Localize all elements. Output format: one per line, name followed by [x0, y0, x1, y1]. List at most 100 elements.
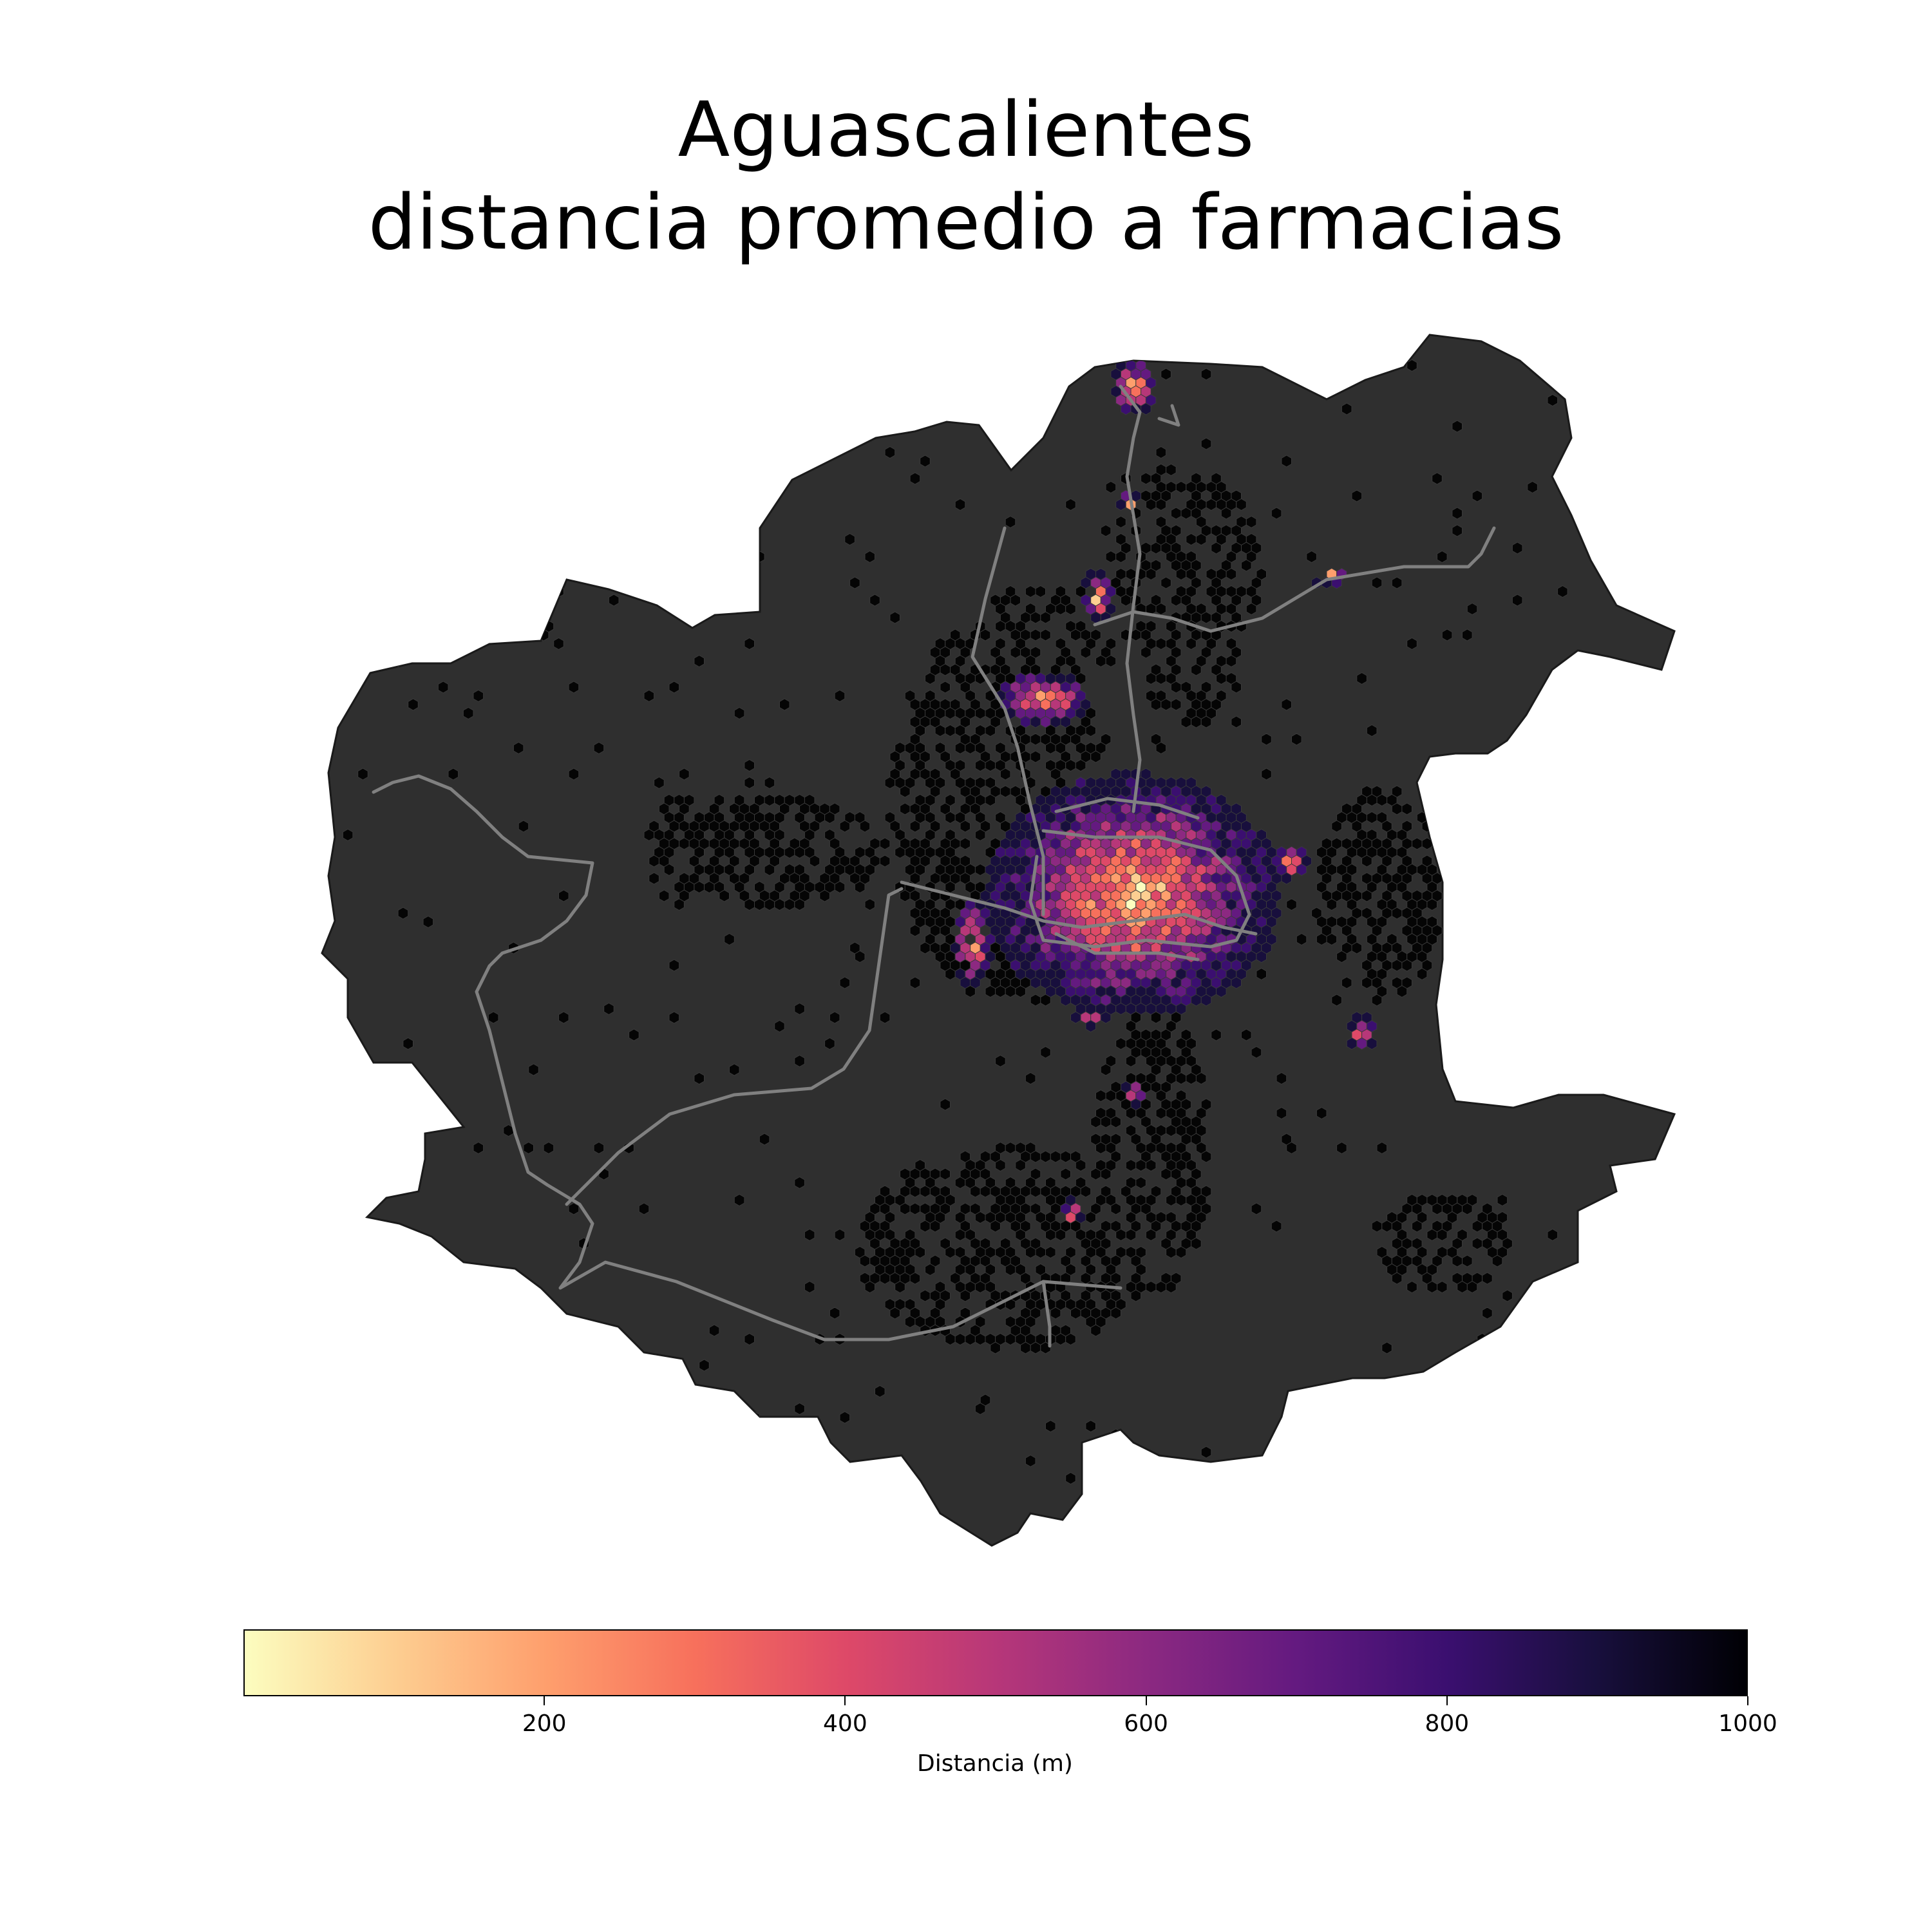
hex-cell — [1511, 594, 1523, 607]
hex-cell — [1095, 1141, 1106, 1155]
hex-cell — [1175, 480, 1187, 494]
road-line — [1041, 1280, 1052, 1348]
road-line — [1119, 384, 1142, 813]
hex-cell — [1090, 1168, 1101, 1180]
hex-cell — [1025, 585, 1036, 598]
hex-cell — [518, 820, 529, 833]
hex-cell — [558, 1011, 569, 1024]
hex-cell — [759, 1133, 770, 1146]
hex-cell — [1562, 1063, 1573, 1076]
hex-cell — [739, 368, 750, 381]
hex-cell — [1401, 802, 1412, 815]
hex-cell — [1366, 811, 1378, 824]
hex-cell — [794, 1002, 805, 1016]
hex-cell — [954, 1228, 966, 1242]
hex-cell — [729, 1063, 740, 1076]
hex-cell — [528, 1063, 539, 1076]
hex-cell — [1572, 1289, 1583, 1302]
hex-cell — [1115, 1037, 1126, 1050]
hex-cell — [1437, 1541, 1448, 1546]
hex-cell — [1231, 681, 1242, 694]
hex-cell — [930, 1551, 940, 1562]
hex-cell — [934, 724, 946, 737]
hex-cell — [839, 976, 851, 989]
hex-cell — [1286, 1141, 1297, 1155]
hex-cell — [985, 985, 996, 998]
hex-cell — [884, 776, 896, 790]
hex-cell — [372, 1419, 384, 1433]
hex-cell — [322, 793, 323, 807]
hex-cell — [1426, 1280, 1437, 1294]
hex-cell — [980, 629, 991, 641]
hex-cell — [1105, 480, 1117, 494]
hex-cell — [453, 1541, 464, 1546]
hex-cell — [744, 759, 755, 772]
hex-cell — [1180, 715, 1192, 728]
hex-cell — [1662, 976, 1674, 989]
hex-cell — [1466, 602, 1478, 616]
hex-cell — [1607, 933, 1618, 946]
hex-cell — [668, 437, 680, 450]
hex-cell — [1216, 985, 1227, 998]
hex-cell — [679, 768, 690, 781]
hex-cell — [558, 1324, 569, 1337]
hex-cell — [1170, 698, 1182, 711]
hex-cell — [1135, 1176, 1146, 1189]
hex-cell — [834, 880, 846, 894]
hex-cell — [1060, 1150, 1071, 1163]
hex-cell — [1281, 872, 1292, 885]
hex-cell — [1115, 1228, 1126, 1242]
hex-cell — [1432, 472, 1443, 485]
hex-cell — [377, 1428, 388, 1441]
hex-cell — [1617, 1054, 1629, 1068]
hex-cell — [1035, 1245, 1046, 1259]
hex-cell — [658, 889, 670, 902]
hex-cell — [1220, 507, 1232, 520]
colorbar-tick-label: 1000 — [1718, 1710, 1777, 1737]
hex-cell — [1155, 602, 1167, 616]
hex-cell — [1366, 724, 1378, 737]
hex-cell — [920, 1220, 931, 1233]
hex-cell — [1391, 1272, 1403, 1285]
hex-cell — [794, 1054, 805, 1068]
hex-cell — [990, 1220, 1001, 1233]
hex-cell — [638, 1359, 650, 1372]
hex-cell — [543, 1141, 554, 1155]
hex-cell — [1150, 1533, 1162, 1546]
hex-cell — [1145, 672, 1157, 685]
hex-cell — [1406, 359, 1417, 372]
hex-cell — [413, 515, 424, 529]
hex-cell — [824, 811, 835, 824]
hex-cell — [638, 368, 650, 381]
hex-cell — [844, 1524, 855, 1537]
hex-cell — [1080, 646, 1092, 659]
hex-cell — [995, 985, 1006, 998]
hex-cell — [909, 924, 921, 937]
hex-cell — [1537, 341, 1548, 355]
hex-cell — [1406, 637, 1417, 650]
hex-cell — [1145, 498, 1157, 511]
hex-cell — [1200, 611, 1212, 624]
hex-cell — [654, 776, 665, 790]
hex-cell — [779, 698, 790, 711]
hex-cell — [694, 654, 705, 668]
hex-cell — [298, 751, 308, 762]
hex-cell — [1316, 1506, 1327, 1520]
hex-cell — [879, 1272, 891, 1285]
hex-cell — [940, 1168, 951, 1180]
hex-cell — [593, 1141, 605, 1155]
colorbar-tick-label: 400 — [823, 1710, 867, 1737]
hex-cell — [1291, 733, 1302, 746]
hex-cell — [402, 567, 413, 581]
hex-cell — [1166, 1245, 1177, 1259]
hex-cell — [593, 741, 605, 755]
hex-cell — [1462, 785, 1473, 798]
hex-cell — [1216, 672, 1227, 685]
hex-cell — [1426, 898, 1437, 911]
hex-cell — [925, 672, 936, 685]
hex-cell — [503, 1280, 514, 1294]
hex-cell — [422, 915, 434, 929]
hex-cell — [663, 863, 675, 876]
hex-cell — [1236, 498, 1247, 511]
hex-cell — [1040, 994, 1051, 1007]
